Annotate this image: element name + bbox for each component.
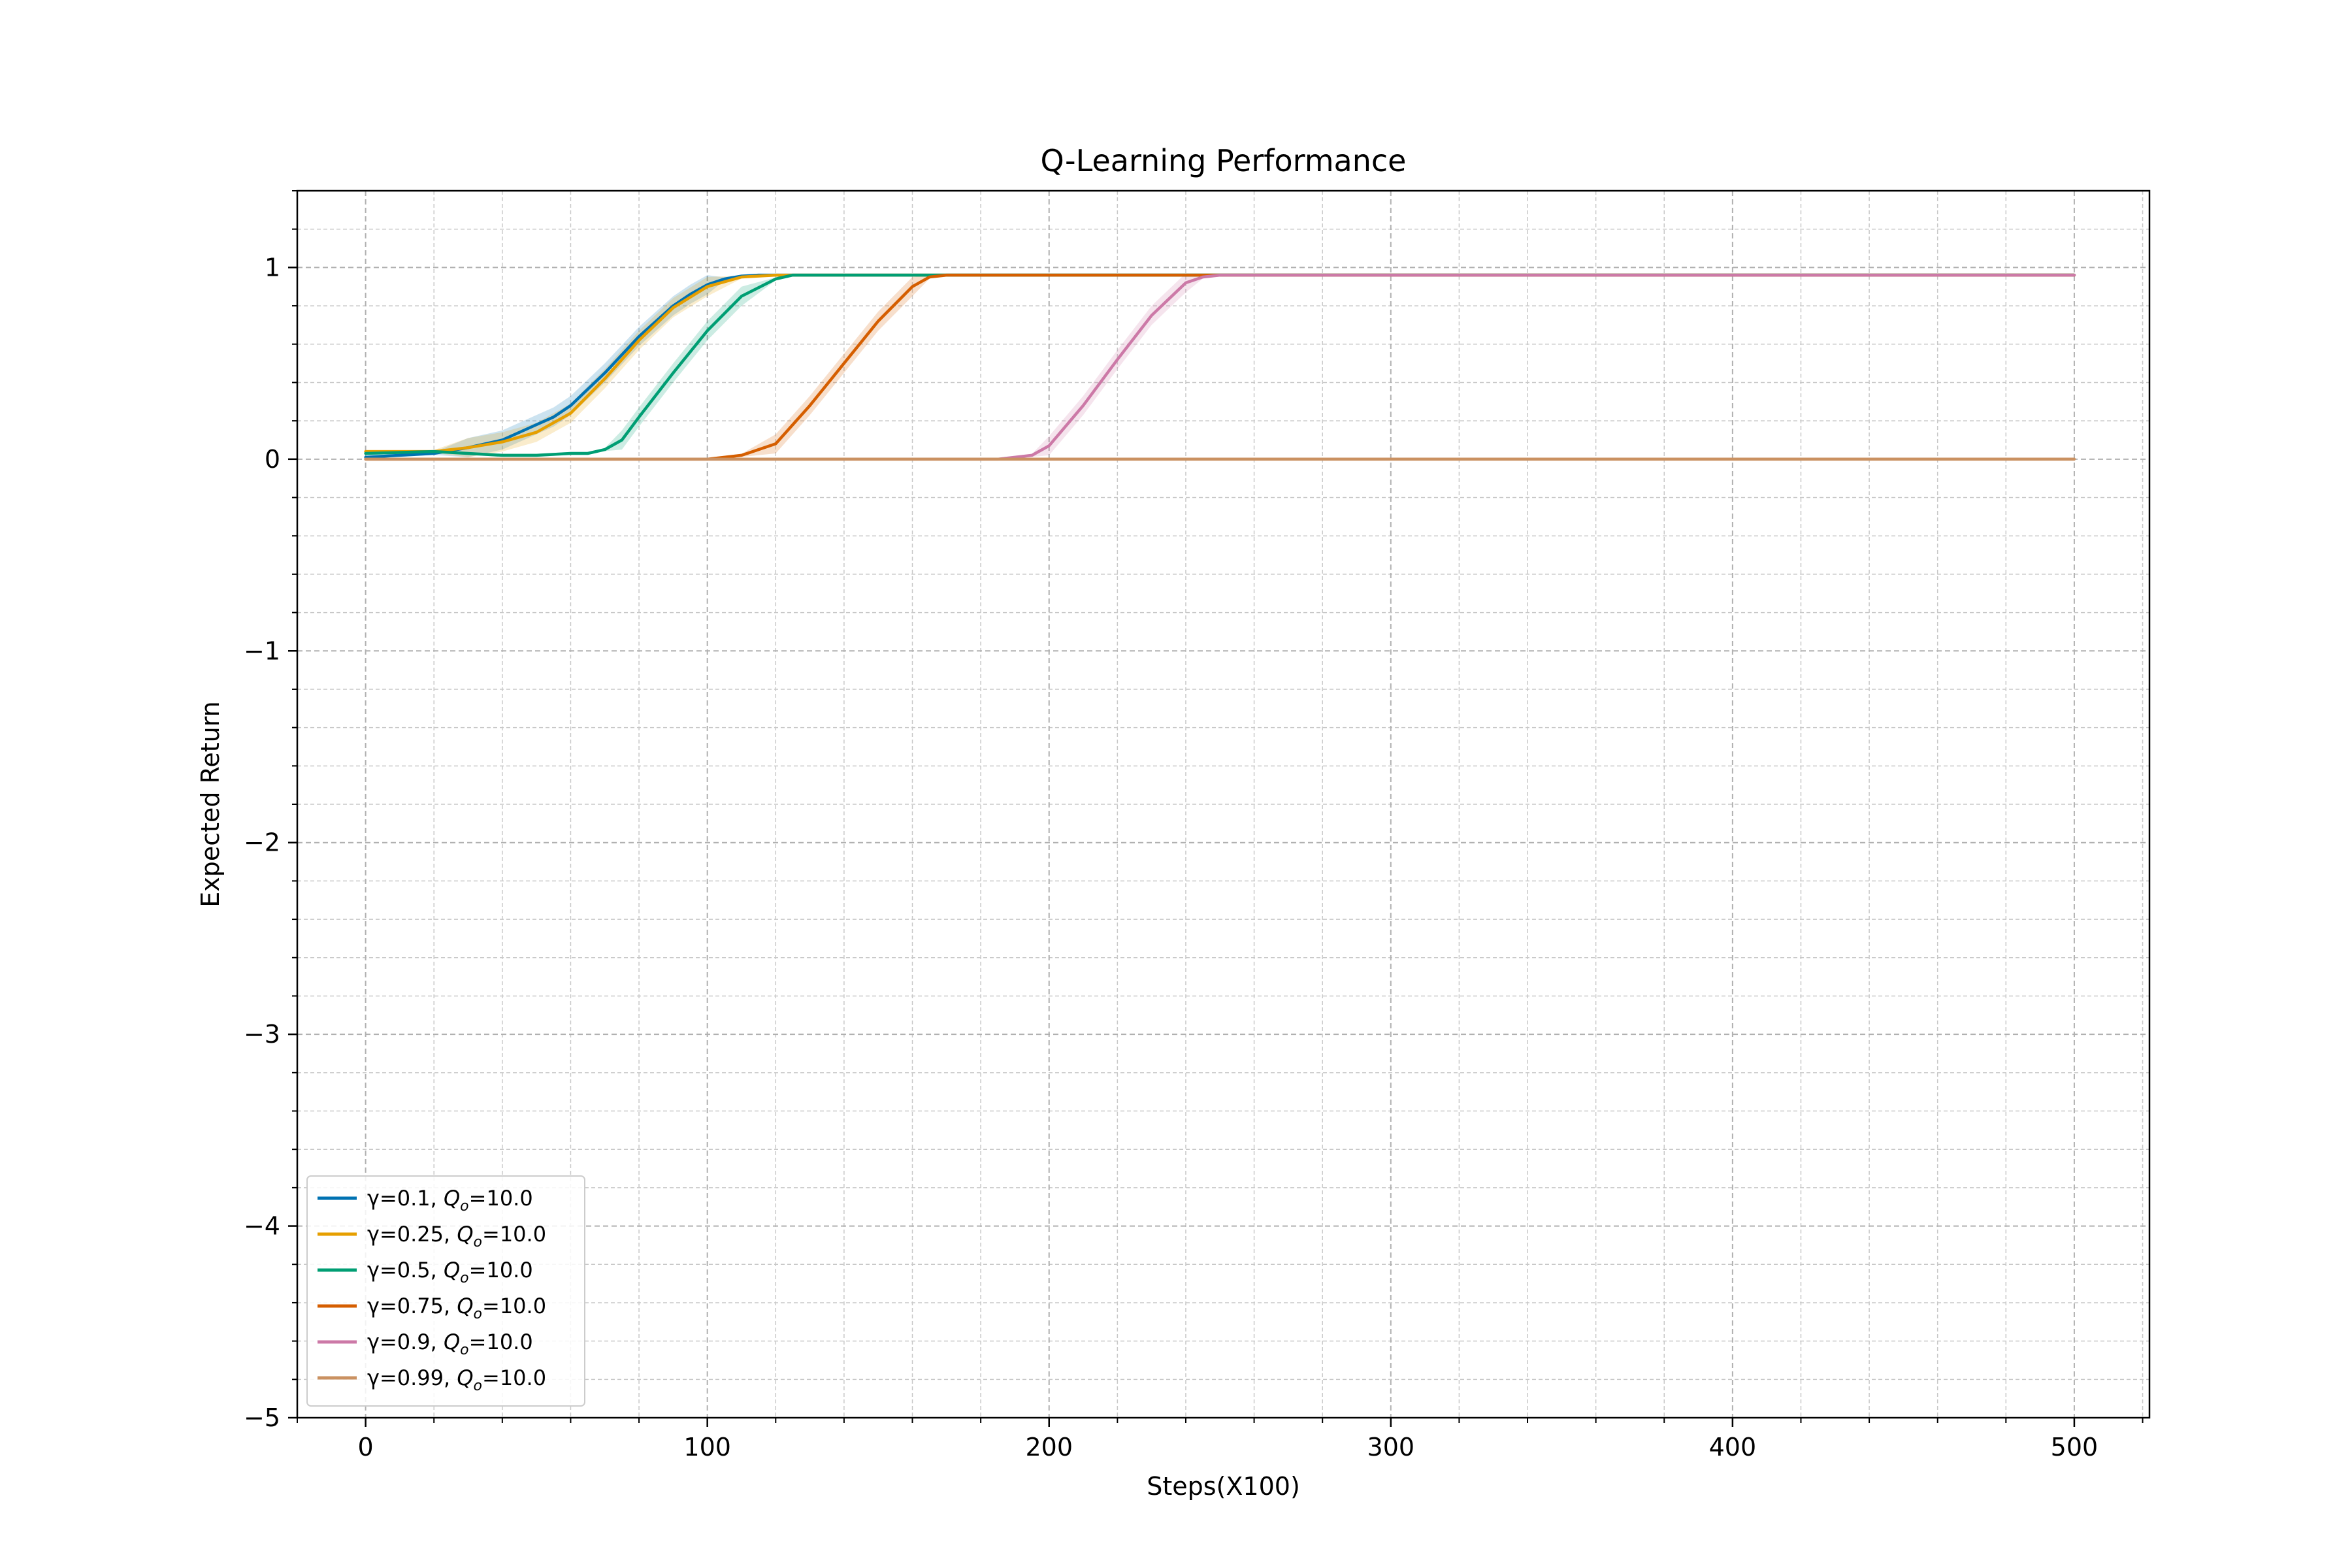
axis-ticks: 0 100 200 300 400 500 −5 −4 −3 −2 −1 0 1 [244,190,2144,1462]
x-tick-label: 0 [358,1433,374,1462]
y-tick-label: −5 [244,1403,280,1432]
legend-entry-3: γ=0.75, Qo=10.0 [367,1294,546,1322]
y-tick-label: −2 [244,828,280,857]
legend-entry-2: γ=0.5, Qo=10.0 [367,1258,533,1286]
x-tick-label: 300 [1367,1433,1415,1462]
y-tick-label: 1 [265,253,280,282]
legend: γ=0.1, Qo=10.0 γ=0.25, Qo=10.0 γ=0.5, Qo=1… [306,1175,585,1407]
x-tick-label: 500 [2051,1433,2099,1462]
x-axis-label: Steps(X100) [1147,1472,1300,1501]
y-axis-label: Expected Return [196,701,225,907]
x-tick-label: 200 [1025,1433,1073,1462]
series-band-1 [365,273,2074,457]
series-line-4 [364,273,2076,461]
series-line-2 [364,273,2076,457]
y-tick-label: −3 [244,1020,280,1049]
y-tick-label: 0 [265,445,280,474]
y-tick-label: −1 [244,636,280,665]
legend-entry-1: γ=0.25, Qo=10.0 [367,1222,546,1250]
legend-entry-5: γ=0.99, Qo=10.0 [367,1365,546,1394]
legend-box [306,1175,585,1407]
y-tick-label: −4 [244,1212,280,1241]
series-line-3 [364,273,2076,461]
legend-entry-0: γ=0.1, Qo=10.0 [367,1186,533,1215]
x-tick-label: 400 [1709,1433,1757,1462]
chart-title: Q-Learning Performance [1041,143,1407,178]
series-lines [364,273,2076,461]
x-tick-label: 100 [683,1433,731,1462]
minor-grid [297,190,2149,1418]
legend-entry-4: γ=0.9, Qo=10.0 [367,1330,533,1358]
